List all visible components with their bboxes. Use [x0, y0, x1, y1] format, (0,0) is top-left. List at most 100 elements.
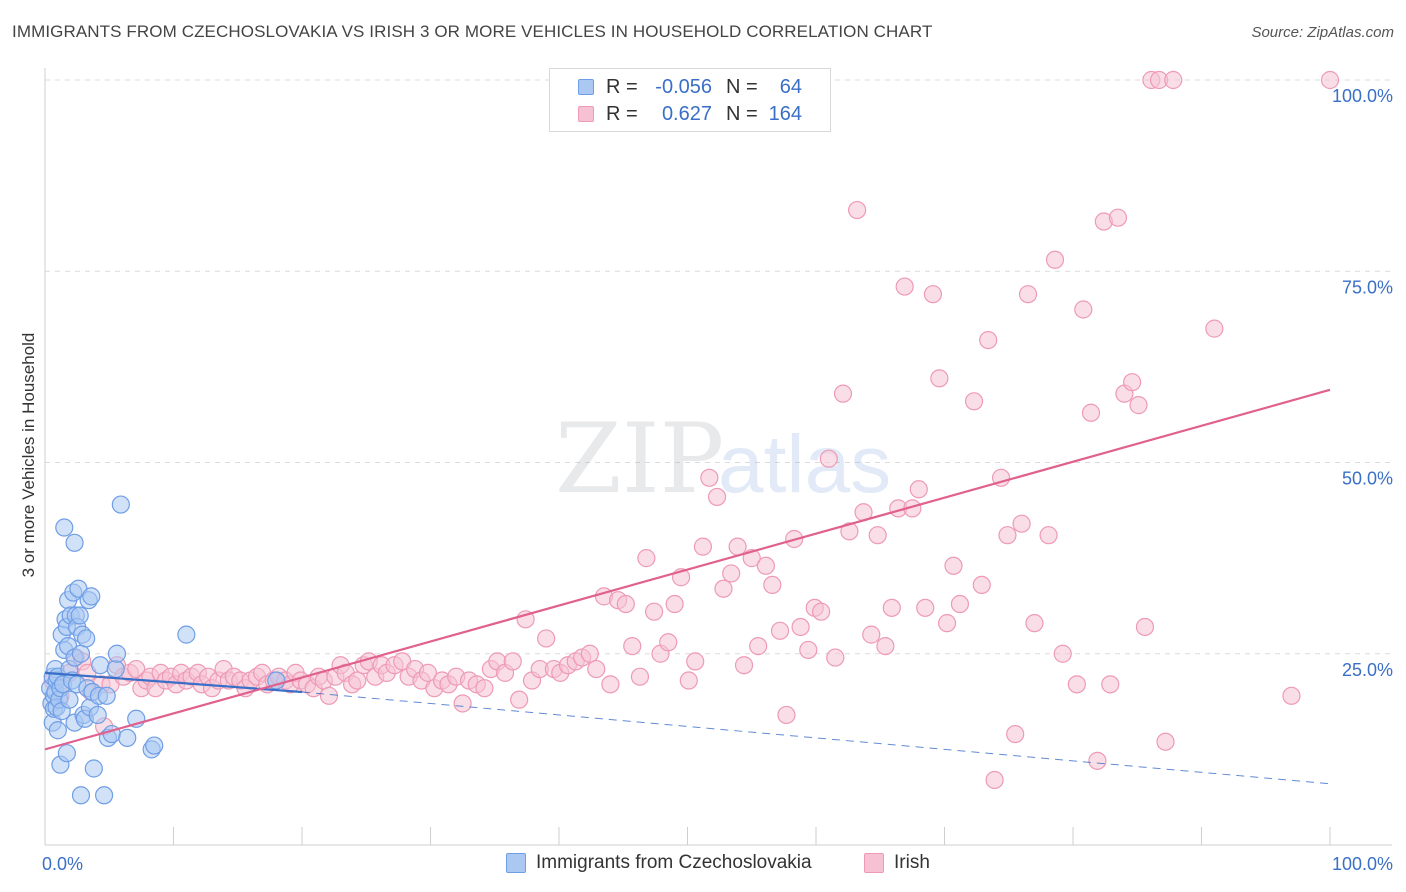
irish-point [916, 598, 935, 617]
irish-point [819, 449, 838, 468]
irish-point [777, 705, 796, 725]
irish-points [43, 70, 1340, 790]
irish-point [979, 331, 998, 350]
irish-point [1129, 396, 1148, 415]
irish-point [791, 617, 810, 637]
irish-point [1088, 751, 1107, 770]
legend-row-czechoslovakia: R = -0.056 N = 64 [578, 75, 802, 99]
irish-point [985, 770, 1004, 790]
irish-point [637, 549, 656, 568]
czechoslovakia-point [82, 587, 101, 606]
trend-lines [44, 388, 1331, 785]
irish-point [714, 579, 733, 598]
irish-point [1025, 614, 1044, 633]
czechoslovakia-point [57, 744, 76, 763]
irish-point [348, 671, 367, 690]
legend-label-czechoslovakia: Immigrants from Czechoslovakia [536, 852, 812, 873]
irish-point [1156, 732, 1175, 751]
czechoslovakia-point [70, 606, 89, 625]
irish-point [630, 667, 650, 686]
czechoslovakia-point [84, 759, 103, 778]
irish-point [734, 656, 754, 675]
series-legend: Immigrants from Czechoslovakia Irish [0, 852, 1406, 876]
irish-point [616, 594, 635, 614]
legend-swatch-pink [864, 853, 884, 873]
watermark: ZIP atlas [555, 403, 891, 515]
irish-point [1320, 70, 1340, 90]
irish-point [756, 556, 775, 575]
irish-point [665, 594, 684, 614]
chart-source: Source: ZipAtlas.com [1251, 24, 1394, 41]
legend-n-label: N = [726, 102, 758, 125]
czechoslovakia-point [77, 629, 96, 648]
irish-point [770, 621, 790, 640]
irish-point [127, 659, 146, 679]
irish-point [580, 644, 599, 663]
legend-swatch-pink [578, 106, 594, 122]
irish-point [686, 652, 705, 671]
watermark-atlas: atlas [718, 419, 891, 510]
irish-point [862, 625, 881, 644]
irish-point [1018, 285, 1038, 304]
irish-point [1012, 514, 1031, 533]
legend-r-value: -0.056 [655, 75, 712, 98]
irish-point [503, 652, 522, 671]
irish-point [1205, 319, 1224, 338]
irish-point [868, 526, 887, 545]
irish-point [1135, 617, 1155, 637]
irish-point [840, 522, 859, 541]
irish-point [944, 556, 963, 575]
irish-point [1108, 208, 1128, 227]
irish-point [1101, 675, 1120, 694]
irish-point [930, 369, 949, 388]
czechoslovakia-point [177, 625, 196, 644]
czechoslovakia-point [91, 656, 110, 675]
czechoslovakia-point [106, 659, 125, 679]
irish-point [895, 277, 914, 296]
irish-point [876, 636, 895, 656]
irish-point [418, 663, 438, 682]
irish-point [848, 200, 867, 220]
irish-point [923, 285, 943, 304]
irish-point [812, 602, 831, 621]
y-tick-label: 100.0% [1332, 86, 1393, 106]
irish-point [950, 594, 970, 614]
irish-point [693, 537, 713, 556]
y-tick-label: 50.0% [1342, 469, 1393, 489]
irish-point [587, 659, 606, 679]
irish-point [1123, 373, 1142, 392]
czechoslovakia-point [65, 533, 84, 552]
irish-point [833, 384, 853, 403]
irish-point [882, 598, 901, 617]
legend-swatch-blue [506, 853, 526, 873]
chart-title: IMMIGRANTS FROM CZECHOSLOVAKIA VS IRISH … [12, 22, 933, 41]
grid-lines [45, 79, 1392, 655]
irish-point [453, 694, 472, 713]
tick-labels: 25.0% 50.0% 75.0% 100.0% 0.0% 100.0% [42, 86, 1393, 874]
czechoslovakia-point [97, 686, 116, 705]
irish-point [601, 675, 620, 694]
irish-point [537, 629, 556, 648]
irish-point [728, 537, 747, 556]
czechoslovakia-point [60, 690, 79, 709]
czechoslovakia-point [111, 495, 130, 514]
irish-trend-line [44, 388, 1331, 751]
irish-point [1067, 675, 1086, 694]
legend-label-irish: Irish [894, 852, 930, 873]
stats-legend: R = -0.056 N = 64 R = 0.627 N = 164 [549, 68, 831, 132]
czechoslovakia-point [71, 644, 91, 663]
irish-point [659, 633, 678, 652]
legend-item-irish: Irish [864, 852, 930, 874]
irish-point [1039, 526, 1058, 545]
irish-point [1074, 300, 1093, 319]
legend-item-czechoslovakia: Immigrants from Czechoslovakia [506, 852, 812, 874]
x-tick-label: 0.0% [42, 854, 83, 874]
legend-swatch-blue [578, 79, 594, 95]
irish-point [1164, 70, 1183, 90]
irish-point [763, 575, 782, 595]
czechoslovakia-point [118, 728, 137, 748]
irish-point [799, 640, 818, 660]
y-axis-label: 3 or more Vehicles in Household [19, 333, 38, 578]
czechoslovakia-point [107, 644, 127, 663]
irish-point [937, 614, 957, 633]
